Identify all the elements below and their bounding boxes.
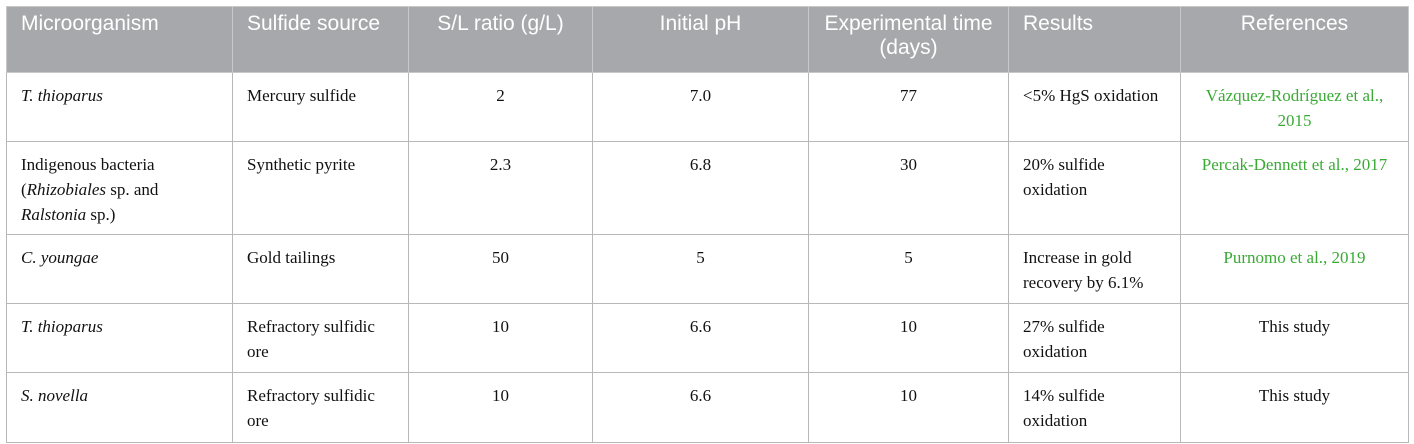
cell-reference: This study [1180,303,1409,373]
cell-sl-ratio: 50 [408,234,593,304]
header-row: Microorganism Sulfide source S/L ratio (… [6,6,1409,73]
cell-sulfide-source: Refractory sulfidic ore [232,303,409,373]
reference-link[interactable]: Percak-Dennett et al., 2017 [1201,155,1388,174]
table-row: Indigenous bacteria (Rhizobiales sp. and… [6,141,1409,235]
header-initial-ph: Initial pH [592,6,809,73]
table-row: T. thioparus Mercury sulfide 2 7.0 77 <5… [6,72,1409,142]
header-microorganism: Microorganism [6,6,233,73]
cell-results: 20% sulfide oxidation [1008,141,1181,235]
header-experimental-time: Experimental time (days) [808,6,1009,73]
header-sl-ratio: S/L ratio (g/L) [408,6,593,73]
header-results: Results [1008,6,1181,73]
cell-results: 14% sulfide oxidation [1008,372,1181,443]
header-references: References [1180,6,1409,73]
cell-results: 27% sulfide oxidation [1008,303,1181,373]
cell-results: <5% HgS oxidation [1008,72,1181,142]
reference-text: This study [1258,317,1331,336]
cell-reference: Percak-Dennett et al., 2017 [1180,141,1409,235]
cell-time: 10 [808,372,1009,443]
cell-initial-ph: 6.6 [592,372,809,443]
cell-time: 10 [808,303,1009,373]
reference-link[interactable]: Purnomo et al., 2019 [1223,248,1366,267]
table-row: S. novella Refractory sulfidic ore 10 6.… [6,372,1409,443]
table-row: C. youngae Gold tailings 50 5 5 Increase… [6,234,1409,304]
cell-sl-ratio: 10 [408,303,593,373]
cell-microorganism: Indigenous bacteria (Rhizobiales sp. and… [6,141,233,235]
table-body: T. thioparus Mercury sulfide 2 7.0 77 <5… [6,72,1409,443]
cell-sl-ratio: 10 [408,372,593,443]
reference-link[interactable]: Vázquez-Rodríguez et al., 2015 [1205,86,1384,130]
cell-microorganism: C. youngae [6,234,233,304]
cell-time: 77 [808,72,1009,142]
cell-sl-ratio: 2.3 [408,141,593,235]
cell-sulfide-source: Mercury sulfide [232,72,409,142]
cell-microorganism: T. thioparus [6,72,233,142]
cell-sulfide-source: Synthetic pyrite [232,141,409,235]
cell-initial-ph: 5 [592,234,809,304]
cell-initial-ph: 6.8 [592,141,809,235]
cell-microorganism: T. thioparus [6,303,233,373]
table-header: Microorganism Sulfide source S/L ratio (… [6,6,1409,73]
microorganism-suffix: sp.) [86,205,116,224]
cell-reference: Purnomo et al., 2019 [1180,234,1409,304]
cell-reference: Vázquez-Rodríguez et al., 2015 [1180,72,1409,142]
microorganism-genus: Ralstonia [21,205,87,224]
cell-reference: This study [1180,372,1409,443]
comparison-table: Microorganism Sulfide source S/L ratio (… [6,6,1409,443]
microorganism-name: T. thioparus [21,317,103,336]
microorganism-name: C. youngae [21,248,99,267]
cell-sl-ratio: 2 [408,72,593,142]
cell-results: Increase in gold recovery by 6.1% [1008,234,1181,304]
header-sulfide-source: Sulfide source [232,6,409,73]
cell-sulfide-source: Refractory sulfidic ore [232,372,409,443]
microorganism-genus: Rhizobiales [26,180,107,199]
microorganism-prefix: Indigenous bacteria ( [21,155,155,199]
table-row: T. thioparus Refractory sulfidic ore 10 … [6,303,1409,373]
reference-text: This study [1258,386,1331,405]
cell-sulfide-source: Gold tailings [232,234,409,304]
cell-initial-ph: 6.6 [592,303,809,373]
cell-time: 5 [808,234,1009,304]
microorganism-mid: sp. and [106,180,159,199]
microorganism-name: T. thioparus [21,86,103,105]
cell-microorganism: S. novella [6,372,233,443]
microorganism-name: S. novella [21,386,89,405]
cell-initial-ph: 7.0 [592,72,809,142]
cell-time: 30 [808,141,1009,235]
